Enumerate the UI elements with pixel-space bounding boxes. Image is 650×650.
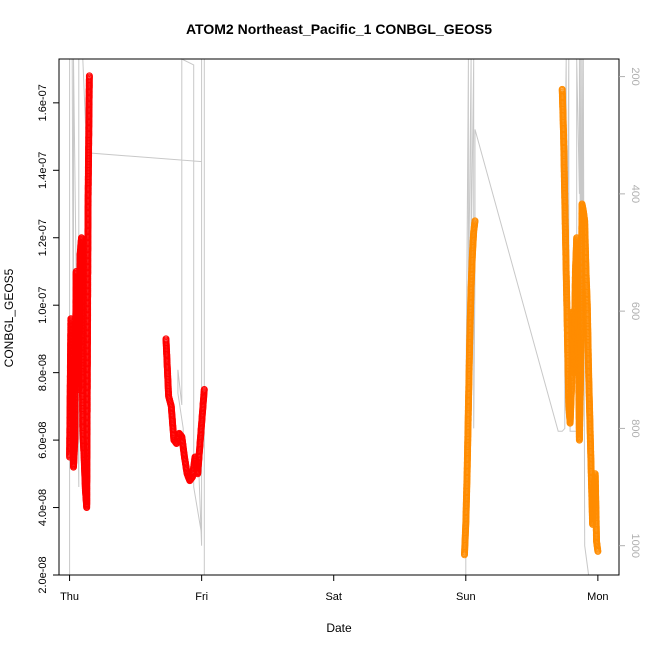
x-tick-label: Thu: [60, 591, 79, 603]
chart-title: ATOM2 Northeast_Pacific_1 CONBGL_GEOS5: [186, 21, 492, 37]
x-tick-label: Fri: [195, 591, 208, 603]
y2-tick-label: 600: [629, 302, 641, 320]
y-axis-label: CONBGL_GEOS5: [2, 268, 16, 367]
x-axis-label: Date: [326, 621, 352, 635]
y-tick-label: 8.0e-08: [37, 354, 49, 391]
data-point: [471, 217, 479, 225]
y-tick-label: 4.0e-08: [37, 489, 49, 526]
series-4: [558, 85, 602, 555]
y2-tick-label: 1000: [629, 533, 641, 557]
pressure-line: [69, 58, 590, 576]
x-tick-label: Mon: [587, 591, 608, 603]
y-tick-label: 2.0e-08: [37, 556, 49, 593]
data-point: [594, 547, 602, 555]
series-3: [461, 217, 479, 559]
series-1: [66, 72, 93, 511]
x-tick-label: Sat: [325, 591, 342, 603]
y-tick-label: 1.4e-07: [37, 152, 49, 189]
y2-tick-label: 800: [629, 419, 641, 437]
pressure-line-layer: [69, 58, 590, 576]
y-tick-label: 6.0e-08: [37, 421, 49, 458]
x-tick-label: Sun: [456, 591, 476, 603]
y-tick-label: 1.6e-07: [37, 84, 49, 121]
y2-tick-label: 400: [629, 185, 641, 203]
data-point: [200, 386, 208, 393]
y-tick-label: 1.2e-07: [37, 219, 49, 256]
data-point: [85, 72, 93, 80]
series-2: [162, 335, 208, 485]
y2-tick-label: 200: [629, 67, 641, 85]
points-layer: [66, 72, 602, 559]
axes-layer: Thu Fri Sat Sun Mon 2.0e-08 4.0e-08 6.0e-08 8.0e…: [37, 58, 641, 603]
y-tick-label: 1.0e-07: [37, 287, 49, 324]
plot-frame: [58, 58, 620, 576]
